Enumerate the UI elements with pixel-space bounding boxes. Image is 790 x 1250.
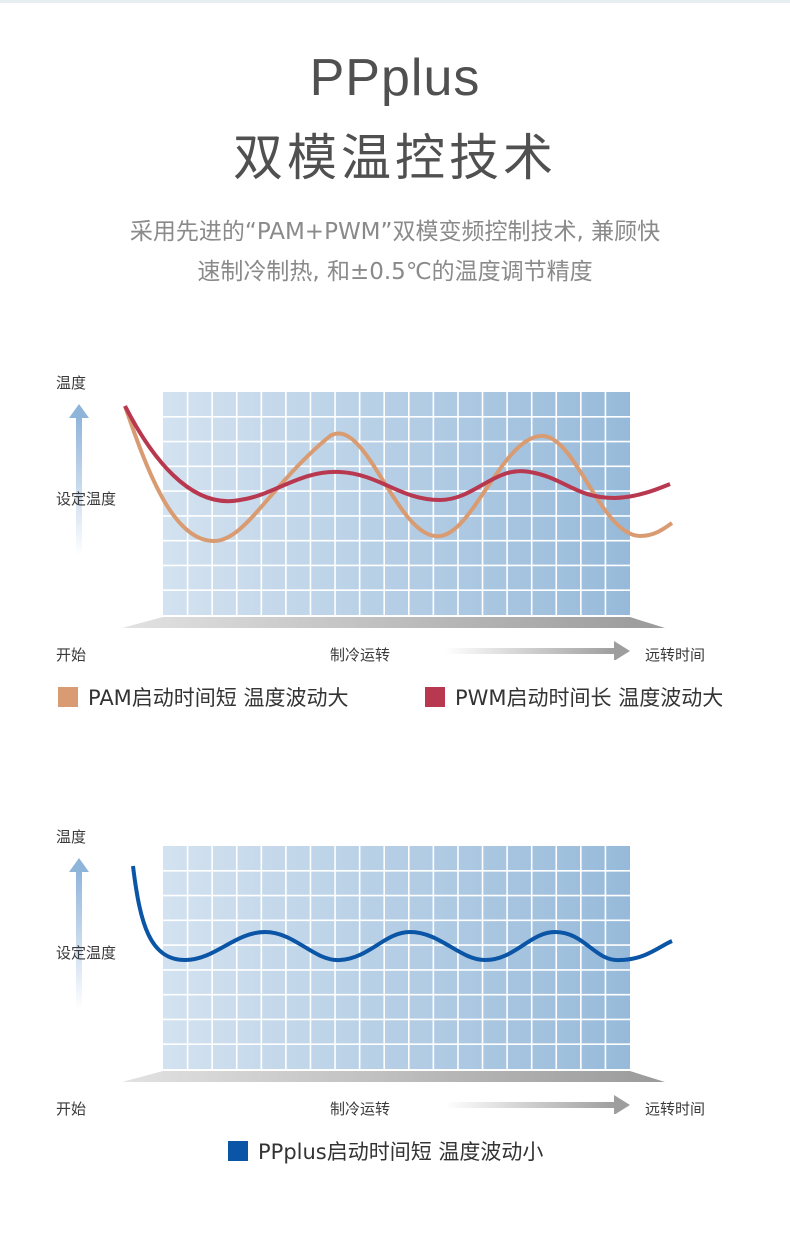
x-axis-start-label: 开始 [56, 646, 87, 664]
x-axis-end-label: 远转时间 [645, 1100, 706, 1118]
set-temperature-label: 设定温度 [56, 490, 117, 508]
subtitle-line-1: 采用先进的“PAM+PWM”双模变频控制技术, 兼顾快 [129, 219, 661, 245]
legend-item-pwm: PWM启动时间长 温度波动大 [425, 682, 723, 712]
page-subtitle: 采用先进的“PAM+PWM”双模变频控制技术, 兼顾快 速制冷制热, 和±0.5… [60, 212, 730, 292]
legend-item-pam: PAM启动时间短 温度波动大 [58, 682, 348, 712]
chart-pam-pwm: 温度 设定温度 开始 制冷运转 远转时间 PAM启动时间短 温度波动大 PWM启… [0, 360, 790, 740]
page-title-en: PPplus [309, 49, 481, 107]
pwm-curve [123, 405, 671, 504]
floor-shadow [122, 617, 665, 628]
chart-ppplus: 温度 设定温度 开始 制冷运转 远转时间 PPplus启动时间短 温度波动小 [0, 814, 790, 1174]
x-axis-start-label: 开始 [56, 1100, 87, 1118]
pam-swatch [58, 687, 78, 707]
set-temperature-label: 设定温度 [56, 944, 117, 962]
chart-pam-pwm-plot [69, 392, 674, 628]
grid-lines [163, 846, 630, 1069]
ppplus-swatch [228, 1141, 248, 1161]
legend-label-ppplus: PPplus启动时间短 温度波动小 [258, 1140, 544, 1164]
floor-shadow [122, 1071, 665, 1082]
legend-item-ppplus: PPplus启动时间短 温度波动小 [228, 1136, 543, 1166]
legend-label-pam: PAM启动时间短 温度波动大 [88, 686, 349, 710]
x-axis-mid-label: 制冷运转 [330, 646, 391, 664]
page-title-cn: 双模温控技术 [233, 129, 557, 187]
y-axis-label: 温度 [56, 828, 87, 846]
y-axis-arrow-shaft [76, 416, 82, 556]
x-axis-end-label: 远转时间 [645, 646, 706, 664]
chart-ppplus-plot [69, 846, 673, 1082]
ppplus-curve [131, 865, 673, 963]
pam-curve [123, 405, 674, 544]
y-axis-label: 温度 [56, 374, 87, 392]
subtitle-line-2: 速制冷制热, 和±0.5℃的温度调节精度 [197, 259, 593, 285]
x-axis-mid-label: 制冷运转 [330, 1100, 391, 1118]
grid-panel [163, 846, 630, 1069]
y-axis-arrow-head [69, 858, 89, 872]
pwm-swatch [425, 687, 445, 707]
y-axis-arrow-shaft [76, 870, 82, 1010]
legend-label-pwm: PWM启动时间长 温度波动大 [455, 686, 724, 710]
y-axis-arrow-head [69, 404, 89, 418]
top-divider [0, 0, 790, 3]
